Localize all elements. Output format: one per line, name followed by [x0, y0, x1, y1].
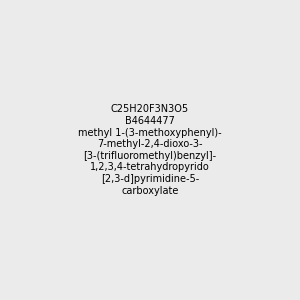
Text: C25H20F3N3O5
B4644477
methyl 1-(3-methoxyphenyl)-
7-methyl-2,4-dioxo-3-
[3-(trif: C25H20F3N3O5 B4644477 methyl 1-(3-methox…	[78, 104, 222, 196]
